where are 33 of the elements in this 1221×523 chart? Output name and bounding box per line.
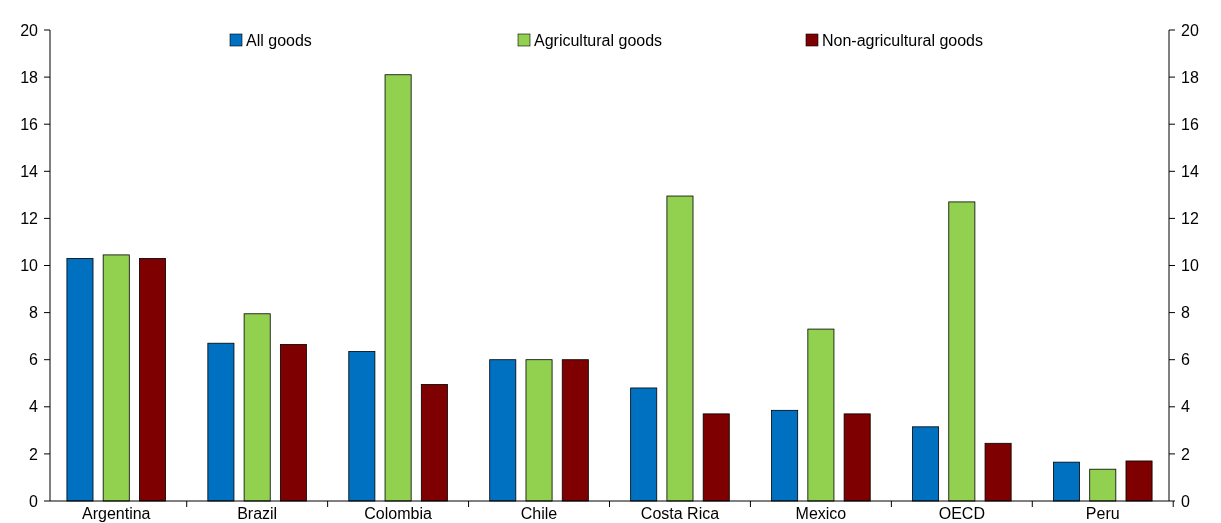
- y-tick-label: 6: [29, 351, 39, 369]
- legend-label: Agricultural goods: [534, 31, 663, 49]
- y-tick-label: 2: [29, 445, 39, 463]
- x-tick-label: Brazil: [237, 505, 278, 522]
- y-tick-label: 10: [20, 257, 39, 275]
- legend-label: Non-agricultural goods: [822, 31, 983, 49]
- y2-tick-label: 12: [1181, 210, 1199, 227]
- y2-tick-label: 10: [1181, 257, 1199, 275]
- x-tick-label: Mexico: [795, 505, 847, 522]
- y-tick-label: 0: [29, 492, 39, 510]
- y2-tick-label: 2: [1181, 445, 1190, 463]
- y2-tick-label: 18: [1181, 68, 1199, 86]
- x-tick-label: Costa Rica: [640, 505, 720, 522]
- x-tick-label: Argentina: [81, 505, 151, 522]
- y2-tick-label: 20: [1181, 21, 1199, 39]
- y2-tick-label: 14: [1181, 162, 1199, 180]
- x-tick-label: Chile: [520, 505, 558, 522]
- y2-tick-label: 6: [1181, 351, 1190, 369]
- y-tick-label: 14: [20, 162, 39, 180]
- legend-label: All goods: [246, 31, 312, 49]
- x-tick-label: Colombia: [364, 505, 432, 522]
- y-tick-label: 4: [29, 398, 39, 416]
- y-tick-label: 16: [20, 115, 39, 133]
- y-tick-label: 12: [20, 210, 39, 227]
- y2-tick-label: 0: [1181, 492, 1190, 510]
- y-tick-label: 18: [20, 68, 39, 86]
- y-tick-label: 20: [20, 21, 39, 39]
- x-tick-label: OECD: [938, 505, 985, 522]
- y2-tick-label: 16: [1181, 115, 1199, 133]
- x-tick-label: Peru: [1085, 505, 1120, 522]
- y2-tick-label: 8: [1181, 304, 1190, 322]
- y2-tick-label: 4: [1181, 398, 1190, 416]
- y-tick-label: 8: [29, 304, 39, 322]
